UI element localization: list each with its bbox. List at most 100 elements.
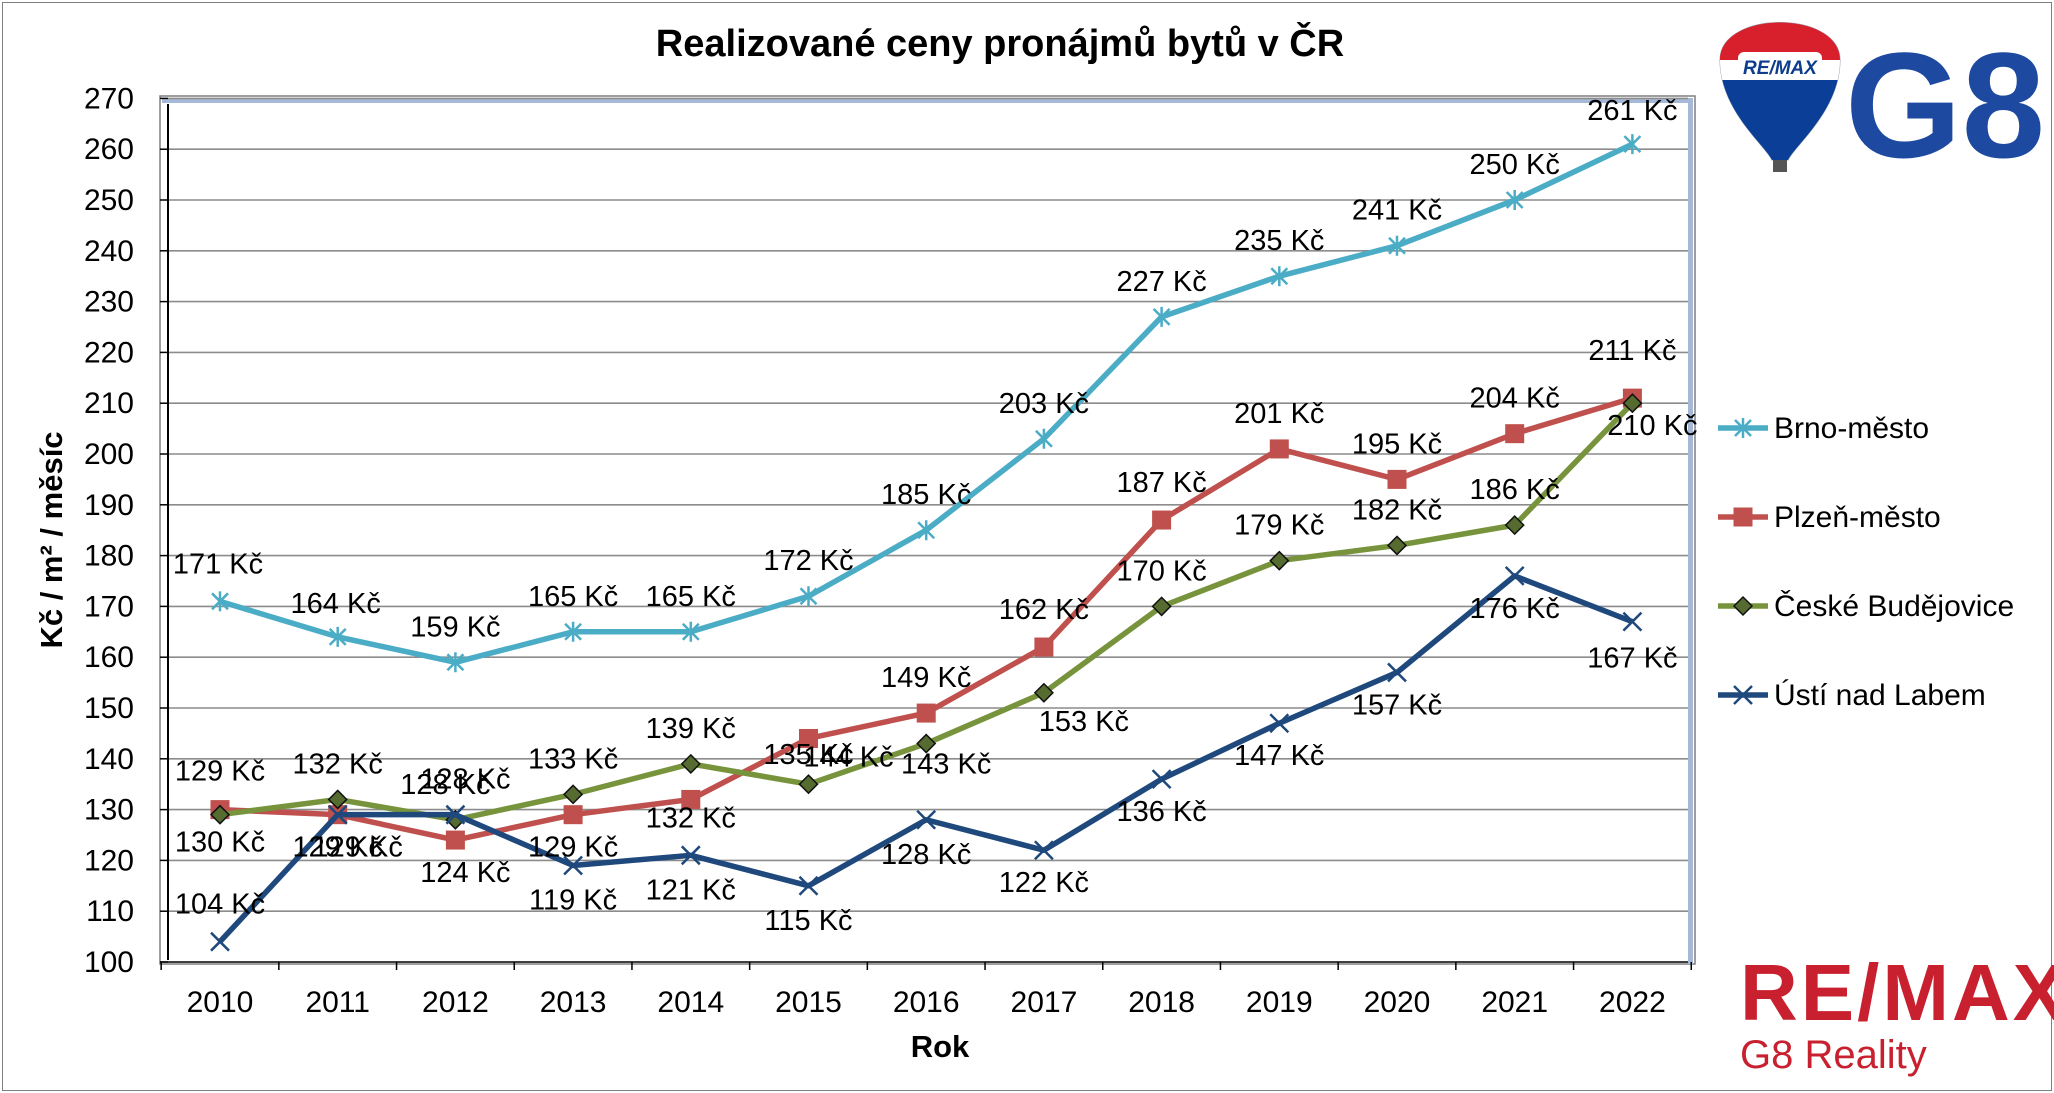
data-label: 157 Kč bbox=[1352, 689, 1442, 721]
data-label: 162 Kč bbox=[999, 594, 1089, 626]
series-2-point bbox=[563, 784, 584, 805]
data-label: 122 Kč bbox=[999, 867, 1089, 899]
x-tick-label: 2014 bbox=[657, 986, 724, 1019]
series-2-point bbox=[798, 774, 819, 795]
data-label: 136 Kč bbox=[1116, 796, 1206, 828]
x-tick-label: 2018 bbox=[1128, 986, 1195, 1019]
x-tick-label: 2022 bbox=[1599, 986, 1666, 1019]
series-1-point bbox=[1505, 424, 1525, 444]
series-1-point bbox=[1387, 469, 1407, 489]
g8-logo: G8 bbox=[1845, 21, 2045, 189]
balloon-logo-text: RE/MAX bbox=[1743, 58, 1818, 79]
series-3-point bbox=[1034, 840, 1054, 861]
series-0-point bbox=[1270, 266, 1289, 287]
data-label: 172 Kč bbox=[763, 545, 853, 577]
data-label: 119 Kč bbox=[529, 884, 617, 916]
y-tick-label: 200 bbox=[84, 438, 134, 471]
series-1-point bbox=[799, 728, 818, 748]
data-label: 132 Kč bbox=[293, 748, 383, 780]
plot-area-right-edge bbox=[1688, 98, 1693, 964]
data-label: 210 Kč bbox=[1607, 410, 1697, 442]
y-tick-label: 160 bbox=[84, 641, 134, 674]
remax-brand-subtitle: G8 Reality bbox=[1740, 1033, 1927, 1077]
y-tick-label: 150 bbox=[84, 692, 134, 725]
y-tick-label: 220 bbox=[84, 336, 134, 369]
data-label: 147 Kč bbox=[1234, 740, 1324, 772]
y-tick-label: 270 bbox=[84, 82, 134, 115]
series-2-point bbox=[209, 804, 231, 825]
balloon-logo: RE/MAX bbox=[1719, 22, 1841, 172]
data-label: 129 Kč bbox=[528, 832, 618, 864]
data-label: 115 Kč bbox=[764, 905, 852, 937]
x-tick-label: 2010 bbox=[187, 986, 254, 1019]
data-label: 170 Kč bbox=[1116, 555, 1206, 587]
remax-brand-logo: RE/MAX bbox=[1740, 948, 2054, 1037]
data-label: 241 Kč bbox=[1352, 195, 1442, 227]
series-3-point bbox=[1504, 566, 1525, 586]
x-tick-label: 2021 bbox=[1481, 986, 1548, 1019]
data-label: 144 Kč bbox=[803, 741, 893, 773]
data-label: 132 Kč bbox=[646, 802, 736, 834]
y-tick-label: 110 bbox=[86, 895, 134, 928]
data-label: 139 Kč bbox=[646, 713, 736, 745]
y-tick-label: 140 bbox=[84, 743, 134, 776]
series-1-point bbox=[681, 789, 701, 809]
data-label: 133 Kč bbox=[528, 743, 618, 775]
data-label: 211 Kč bbox=[1588, 335, 1676, 367]
data-label: 235 Kč bbox=[1234, 225, 1324, 257]
series-3-point bbox=[798, 875, 819, 896]
data-label: 153 Kč bbox=[1039, 706, 1129, 738]
series-0-point bbox=[211, 591, 229, 612]
series-0-point bbox=[799, 586, 818, 607]
data-label: 187 Kč bbox=[1116, 467, 1206, 499]
series-1-point bbox=[445, 830, 465, 850]
series-0-point bbox=[681, 621, 700, 642]
series-0-point bbox=[1505, 190, 1524, 210]
x-tick-label: 2019 bbox=[1246, 986, 1313, 1019]
y-tick-label: 170 bbox=[84, 590, 134, 623]
y-tick-label: 190 bbox=[84, 489, 134, 522]
series-3-point bbox=[916, 809, 937, 830]
data-label: 104 Kč bbox=[175, 889, 265, 921]
legend-entry: České Budějovice bbox=[1774, 589, 2014, 623]
data-label: 185 Kč bbox=[881, 479, 971, 511]
data-label: 201 Kč bbox=[1234, 398, 1324, 430]
series-3-point bbox=[1269, 713, 1290, 734]
data-label: 128 Kč bbox=[420, 764, 510, 796]
legend-marker bbox=[1733, 507, 1753, 527]
series-3-point bbox=[563, 855, 583, 876]
y-tick-label: 130 bbox=[84, 794, 134, 827]
x-tick-label: 2011 bbox=[305, 986, 370, 1019]
data-label: 129 Kč bbox=[313, 832, 403, 864]
x-tick-label: 2017 bbox=[1011, 986, 1078, 1019]
legend-entry: Ústí nad Labem bbox=[1774, 679, 1986, 712]
data-label: 261 Kč bbox=[1587, 95, 1677, 127]
series-2-point bbox=[1622, 393, 1643, 414]
x-tick-label: 2020 bbox=[1364, 986, 1431, 1019]
y-axis-title: Kč / m² / měsíc bbox=[34, 431, 69, 648]
x-tick-label: 2016 bbox=[893, 986, 960, 1019]
series-2-point bbox=[1151, 596, 1172, 617]
series-layer bbox=[209, 134, 1643, 952]
series-0-point bbox=[1152, 306, 1171, 327]
series-2-point bbox=[680, 753, 701, 774]
data-label: 129 Kč bbox=[293, 832, 383, 864]
legend-entry: Plzeň-město bbox=[1774, 501, 1941, 534]
legend-marker bbox=[1733, 685, 1753, 705]
data-label: 164 Kč bbox=[291, 588, 381, 620]
data-label: 135 Kč bbox=[763, 739, 853, 771]
series-0-point bbox=[328, 626, 347, 647]
series-2-point bbox=[1504, 515, 1525, 536]
series-3-point bbox=[210, 931, 230, 952]
series-0-point bbox=[1388, 235, 1406, 256]
chart-title: Realizované ceny pronájmů bytů v ČR bbox=[656, 20, 1344, 65]
y-axis-ticks: 100 110 120 130 140 150 160 170 180 190 200 210 220 2… bbox=[84, 82, 168, 979]
plot-area-top-edge bbox=[162, 98, 1693, 103]
y-tick-label: 210 bbox=[84, 387, 134, 420]
data-label: 159 Kč bbox=[410, 611, 500, 643]
y-tick-label: 240 bbox=[84, 235, 134, 268]
series-3-point bbox=[445, 804, 466, 825]
series-1-point bbox=[1152, 510, 1172, 530]
y-tick-label: 120 bbox=[84, 844, 134, 877]
x-axis-ticks: 2010 2011 2012 2013 2014 2015 2016 2017 2018 2019… bbox=[160, 962, 1692, 1019]
